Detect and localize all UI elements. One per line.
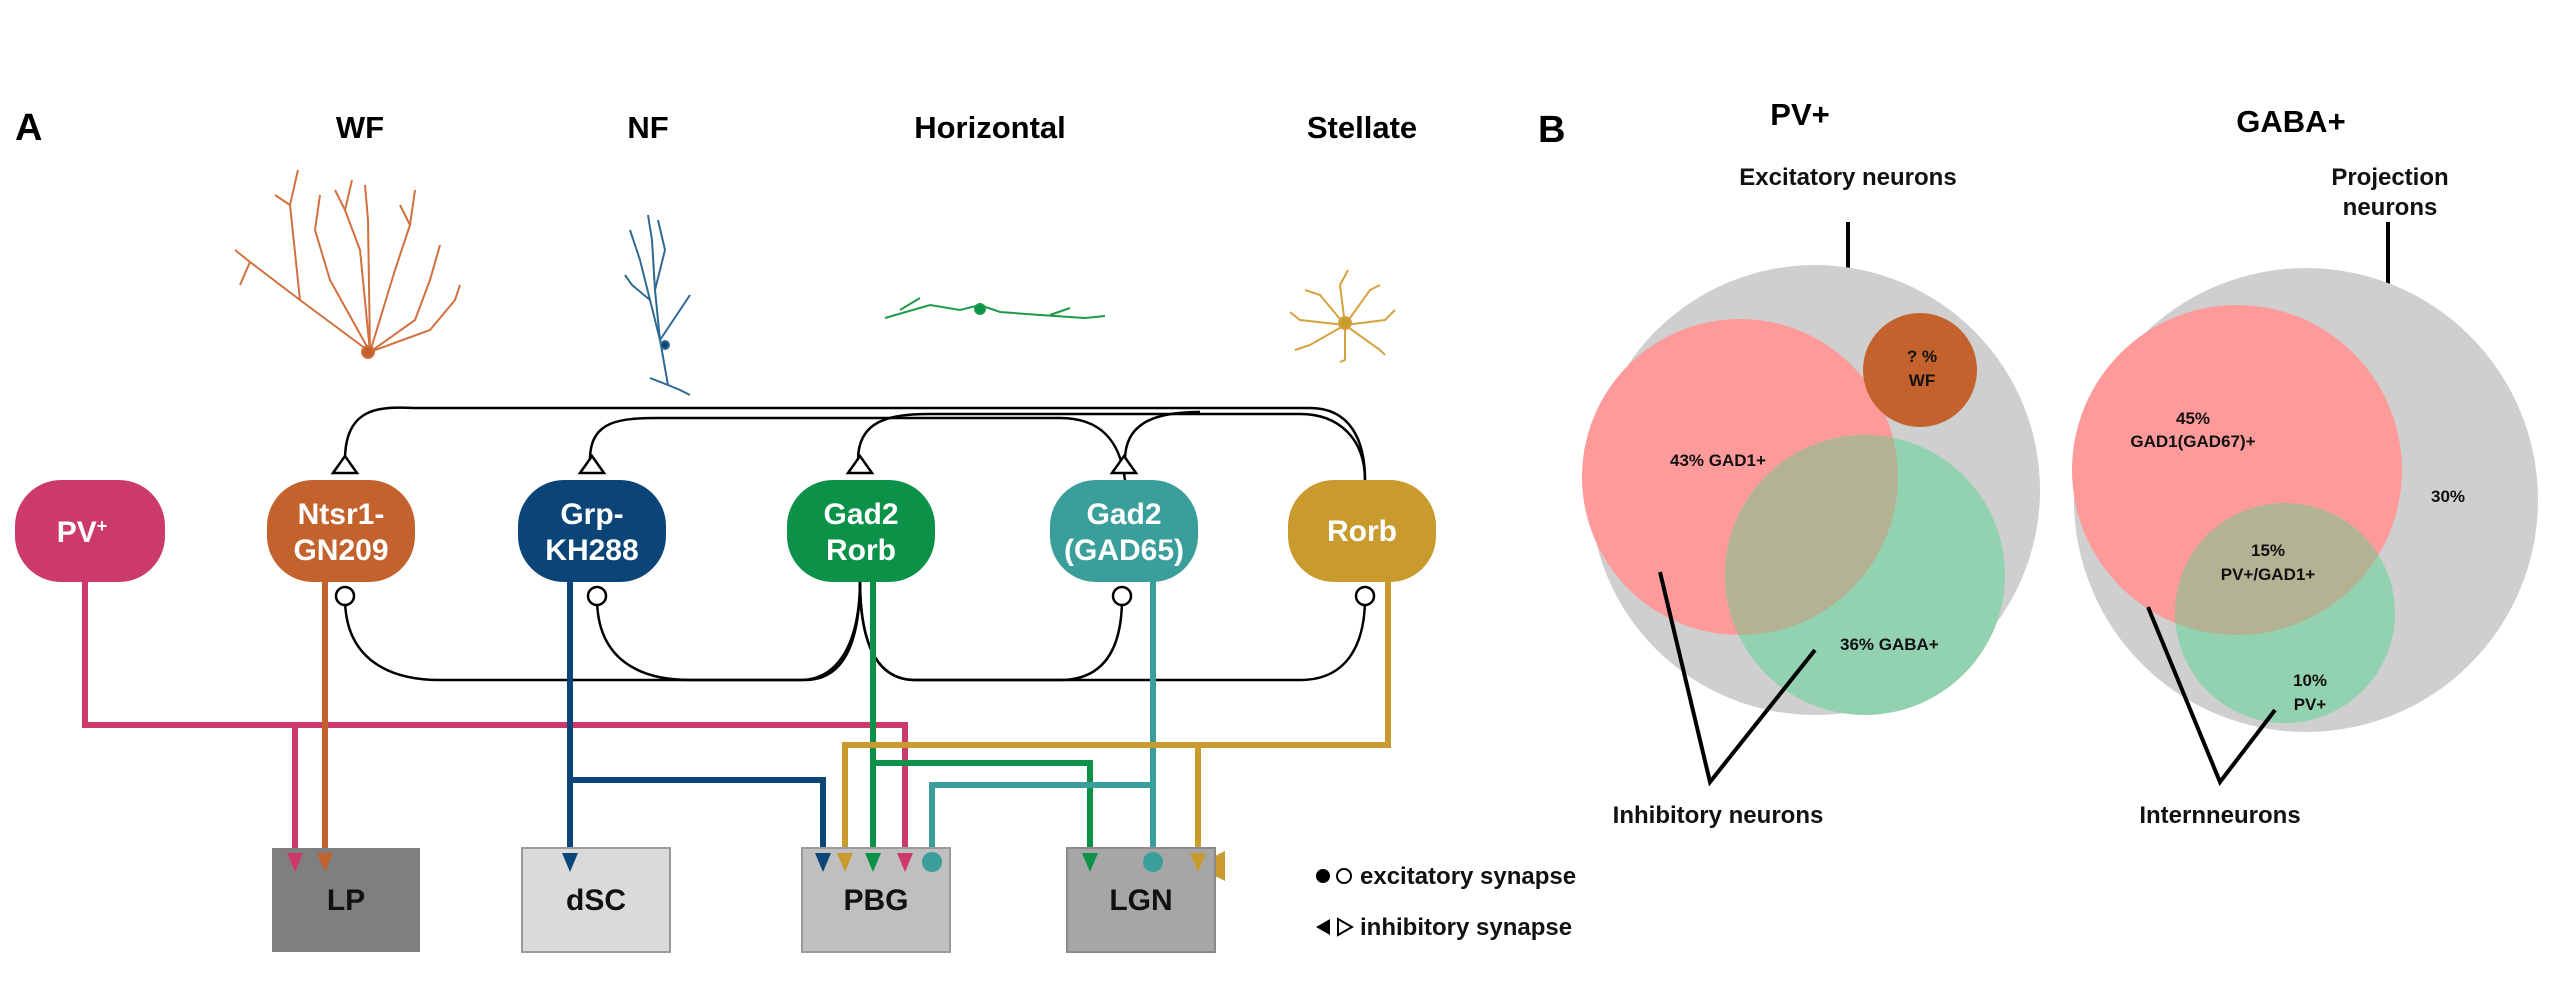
- pv-wf-circle: [1863, 313, 1977, 427]
- node-rorb: Rorb: [1288, 480, 1436, 582]
- node-rorb-label: Rorb: [1327, 515, 1397, 548]
- open-synapse-markers: [330, 453, 1376, 607]
- filled-circle-icon: [1316, 869, 1330, 883]
- panel-a-label: A: [15, 107, 42, 149]
- pv-gad1-label: 43% GAD1+: [1670, 451, 1766, 470]
- arc-bottom-3: [858, 579, 1124, 682]
- node-gad2rorb-shape: [787, 480, 935, 582]
- gaba-overlap-label: PV+/GAD1+: [2221, 565, 2316, 584]
- node-pv-sup: +: [97, 516, 108, 536]
- pv-gaba-label: 36% GABA+: [1840, 635, 1939, 654]
- wf-neuron-morphology: [234, 169, 461, 359]
- gaba-gad1-percent: 45%: [2176, 409, 2210, 428]
- node-grp: Grp- KH288: [518, 480, 666, 582]
- node-gad65-line2: (GAD65): [1064, 534, 1184, 567]
- open-circle-grp: [586, 585, 608, 607]
- open-circle-ntsr1: [334, 585, 356, 607]
- node-grp-shape: [518, 480, 666, 582]
- wire-rorb-to-pbg: [842, 580, 1391, 881]
- header-wf: WF: [336, 110, 384, 145]
- node-pv-shape: [15, 480, 165, 582]
- header-horizontal: Horizontal: [914, 110, 1066, 145]
- target-lgn-box: [1066, 847, 1216, 953]
- arc-top-gad65: [1123, 410, 1201, 461]
- pv-inhibitory-label: Inhibitory neurons: [1613, 802, 1824, 829]
- gaba-venn: [2072, 268, 2538, 732]
- open-circle-gad65: [1111, 585, 1133, 607]
- gaba-projection-line2: neurons: [2343, 194, 2438, 221]
- open-circle-icon: [1336, 868, 1352, 884]
- gaba-overlap-region: [2175, 503, 2395, 635]
- gaba-venn-title: GABA+: [2236, 104, 2345, 139]
- node-pv-label: PV: [57, 516, 97, 549]
- node-grp-line2: KH288: [545, 534, 638, 567]
- node-gad2rorb-line2: Rorb: [826, 534, 896, 567]
- pv-wf-percent: ? %: [1907, 347, 1937, 366]
- node-gad65: Gad2 (GAD65): [1050, 480, 1198, 582]
- header-nf: NF: [627, 110, 668, 145]
- open-triangle-icon: [1337, 917, 1355, 937]
- node-grp-line1: Grp-: [560, 498, 623, 531]
- target-dsc-box: [521, 847, 671, 953]
- legend-excitatory: excitatory synapse: [1360, 863, 1576, 890]
- wire-grp-to-pbg: [570, 777, 850, 881]
- arc-top-rorb: [856, 412, 1367, 481]
- wire-gad65-to-pbg: [929, 782, 1153, 856]
- filled-triangle-icon: [1316, 919, 1330, 935]
- pv-venn-title: PV+: [1770, 97, 1829, 132]
- pv-wf-label: WF: [1909, 371, 1935, 390]
- arc-bottom-4: [858, 579, 1367, 682]
- node-pv: PV+: [15, 480, 165, 582]
- wire-pv-to-pbg: [82, 580, 932, 881]
- gaba-interneuron-pointer: [2146, 606, 2277, 786]
- node-gad65-shape: [1050, 480, 1198, 582]
- arrow-tips: [287, 852, 1206, 872]
- gaba-gad1-label: GAD1(GAD67)+: [2130, 432, 2255, 451]
- stellate-neuron-morphology: [1289, 269, 1396, 363]
- connection-arcs: [343, 406, 1367, 682]
- open-triangle-grp: [577, 453, 607, 475]
- target-dsc-label: dSC: [566, 884, 626, 917]
- projection-wires: [82, 580, 1391, 881]
- node-rorb-shape: [1288, 480, 1436, 582]
- node-ntsr1: Ntsr1- GN209: [267, 480, 415, 582]
- gaba-pv-percent: 10%: [2293, 671, 2327, 690]
- open-triangle-ntsr1: [330, 453, 360, 475]
- arc-top-outer: [343, 406, 1367, 481]
- node-gad2rorb-line1: Gad2: [823, 498, 898, 531]
- target-dsc: dSC: [521, 847, 671, 953]
- target-lp-label: LP: [327, 884, 365, 917]
- panel-b-label: B: [1538, 109, 1565, 151]
- gaba-remainder-label: 30%: [2431, 487, 2465, 506]
- wire-gad2rorb-to-lgn: [873, 760, 1117, 881]
- target-lgn-label: LGN: [1109, 884, 1172, 917]
- node-ntsr1-line1: Ntsr1-: [298, 498, 385, 531]
- gaba-pv-label: PV+: [2294, 695, 2327, 714]
- target-lgn: LGN: [1066, 847, 1216, 953]
- arc-top-mid: [588, 416, 1127, 481]
- pv-venn: [1582, 265, 2040, 715]
- node-ntsr1-shape: [267, 480, 415, 582]
- gaba-projection-line1: Projection: [2331, 164, 2448, 191]
- pv-inhibitory-pointer: [1658, 571, 1817, 787]
- open-triangle-gad2rorb: [845, 453, 875, 475]
- header-stellate: Stellate: [1307, 110, 1417, 145]
- node-gad2rorb: Gad2 Rorb: [787, 480, 935, 582]
- horizontal-neuron-morphology: [884, 297, 1106, 320]
- gaba-interneuron-label: Internneurons: [2139, 802, 2300, 829]
- gaba-overlap-percent: 15%: [2251, 541, 2285, 560]
- nf-neuron-morphology: [624, 214, 691, 396]
- open-circle-rorb: [1354, 585, 1376, 607]
- node-gad65-line1: Gad2: [1086, 498, 1161, 531]
- node-ntsr1-line2: GN209: [293, 534, 388, 567]
- target-pbg-label: PBG: [843, 884, 908, 917]
- synapse-legend: excitatory synapse inhibitory synapse: [1316, 863, 1576, 941]
- open-triangle-gad65: [1109, 453, 1139, 475]
- legend-inhibitory: inhibitory synapse: [1360, 914, 1572, 941]
- pv-excitatory-label: Excitatory neurons: [1739, 164, 1956, 191]
- svg-text:PV+: PV+: [57, 516, 108, 549]
- arc-bottom-2: [595, 579, 862, 682]
